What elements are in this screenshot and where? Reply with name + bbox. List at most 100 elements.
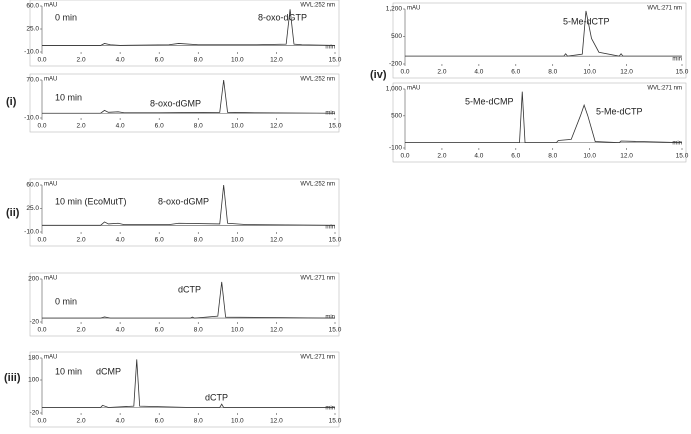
y-axis-label: mAU — [44, 3, 57, 9]
annotation: 5-Me-dCTP — [596, 106, 643, 116]
annotation: 8-oxo-dGTP — [258, 12, 307, 22]
trace — [42, 359, 335, 408]
y-tick-label: -10.0 — [24, 229, 39, 236]
x-tick-label: 12.0 — [620, 69, 633, 76]
y-tick-label: 25.0 — [26, 205, 39, 212]
y-tick-label: 200 — [28, 276, 39, 283]
y-axis-label: mAU — [44, 182, 57, 188]
trace — [405, 10, 682, 57]
x-tick-label: 8.0 — [194, 57, 203, 64]
x-tick-label: 10.0 — [231, 57, 244, 64]
x-axis-label: min — [672, 141, 682, 147]
x-tick-label: 6.0 — [155, 123, 164, 130]
x-axis-label: min — [672, 57, 682, 63]
y-tick-label: -200 — [389, 61, 402, 68]
x-tick-label: 4.0 — [116, 123, 125, 130]
x-tick-label: 6.0 — [155, 327, 164, 334]
y-tick-label: 500 — [391, 113, 402, 120]
x-tick-label: 10.0 — [583, 69, 596, 76]
chart-frame — [29, 351, 340, 428]
wavelength-label: WVL:271 nm — [647, 86, 682, 92]
annotation: 5-Me-dCTP — [563, 16, 610, 26]
y-tick-label: -20 — [30, 410, 40, 417]
annotation: dCMP — [96, 366, 121, 376]
y-tick-label: 60.0 — [26, 182, 39, 189]
y-tick-label: 500 — [391, 33, 402, 40]
annotation: dCTP — [178, 284, 201, 294]
wavelength-label: WVL:271 nm — [300, 276, 335, 282]
x-tick-label: 12.0 — [270, 123, 283, 130]
x-tick-label: 0.0 — [37, 237, 46, 244]
x-tick-label: 6.0 — [155, 237, 164, 244]
y-tick-label: 60.0 — [26, 3, 39, 10]
x-tick-label: 12.0 — [270, 327, 283, 334]
x-tick-label: 15.0 — [329, 327, 342, 334]
x-tick-label: 0.0 — [37, 57, 46, 64]
x-tick-label: 12.0 — [270, 418, 283, 425]
x-tick-label: 8.0 — [548, 153, 557, 160]
wavelength-label: WVL:271 nm — [300, 355, 335, 361]
x-tick-label: 15.0 — [329, 57, 342, 64]
trace — [42, 184, 336, 226]
x-tick-label: 4.0 — [116, 57, 125, 64]
x-tick-label: 12.0 — [620, 153, 633, 160]
x-tick-label: 2.0 — [437, 69, 446, 76]
x-tick-label: 0.0 — [37, 418, 46, 425]
x-tick-label: 10.0 — [231, 327, 244, 334]
x-tick-label: 0.0 — [37, 327, 46, 334]
y-tick-label: 25.0 — [26, 26, 39, 33]
x-tick-label: 8.0 — [194, 418, 203, 425]
wavelength-label: WVL:252 nm — [300, 182, 335, 188]
x-tick-label: 4.0 — [474, 153, 483, 160]
y-tick-label: -100 — [389, 145, 402, 152]
y-tick-label: 180 — [28, 355, 39, 362]
x-tick-label: 0.0 — [400, 153, 409, 160]
x-tick-label: 12.0 — [270, 57, 283, 64]
x-tick-label: 8.0 — [194, 123, 203, 130]
y-tick-label: 1,200 — [386, 6, 403, 13]
wavelength-label: WVL:252 nm — [300, 3, 335, 9]
x-tick-label: 2.0 — [77, 237, 86, 244]
x-tick-label: 10.0 — [231, 237, 244, 244]
x-tick-label: 4.0 — [116, 327, 125, 334]
x-tick-label: 15.0 — [676, 153, 689, 160]
x-tick-label: 2.0 — [77, 123, 86, 130]
panel-label: (iii) — [4, 372, 21, 384]
annotation: 10 min — [55, 92, 82, 102]
wavelength-label: WVL:252 nm — [300, 77, 335, 83]
chart-frame — [29, 178, 340, 247]
y-tick-label: -10.0 — [24, 115, 39, 122]
y-axis-label: mAU — [44, 276, 57, 282]
x-tick-label: 4.0 — [116, 237, 125, 244]
trace — [42, 79, 336, 114]
x-tick-label: 0.0 — [37, 123, 46, 130]
annotation: 10 min — [55, 366, 82, 376]
y-tick-label: 100 — [28, 377, 39, 384]
x-tick-label: 15.0 — [329, 237, 342, 244]
x-tick-label: 4.0 — [474, 69, 483, 76]
x-tick-label: 0.0 — [400, 69, 409, 76]
x-tick-label: 2.0 — [77, 327, 86, 334]
annotation: 8-oxo-dGMP — [150, 98, 201, 108]
trace — [42, 9, 336, 46]
x-tick-label: 6.0 — [511, 69, 520, 76]
trace — [42, 281, 336, 319]
x-tick-label: 6.0 — [155, 418, 164, 425]
annotation: 10 min (EcoMutT) — [55, 196, 127, 206]
x-tick-label: 4.0 — [116, 418, 125, 425]
x-axis-label: min — [325, 315, 335, 321]
annotation: 5-Me-dCMP — [465, 96, 514, 106]
trace — [405, 91, 683, 144]
x-tick-label: 10.0 — [231, 418, 244, 425]
x-tick-label: 8.0 — [194, 237, 203, 244]
chart-frame — [392, 82, 687, 163]
annotation: dCTP — [205, 392, 228, 402]
x-tick-label: 6.0 — [155, 57, 164, 64]
annotation: 8-oxo-dGMP — [158, 196, 209, 206]
chart-frame — [29, 272, 340, 337]
x-tick-label: 8.0 — [548, 69, 557, 76]
x-tick-label: 10.0 — [583, 153, 596, 160]
annotation: 0 min — [55, 296, 77, 306]
x-tick-label: 15.0 — [676, 69, 689, 76]
